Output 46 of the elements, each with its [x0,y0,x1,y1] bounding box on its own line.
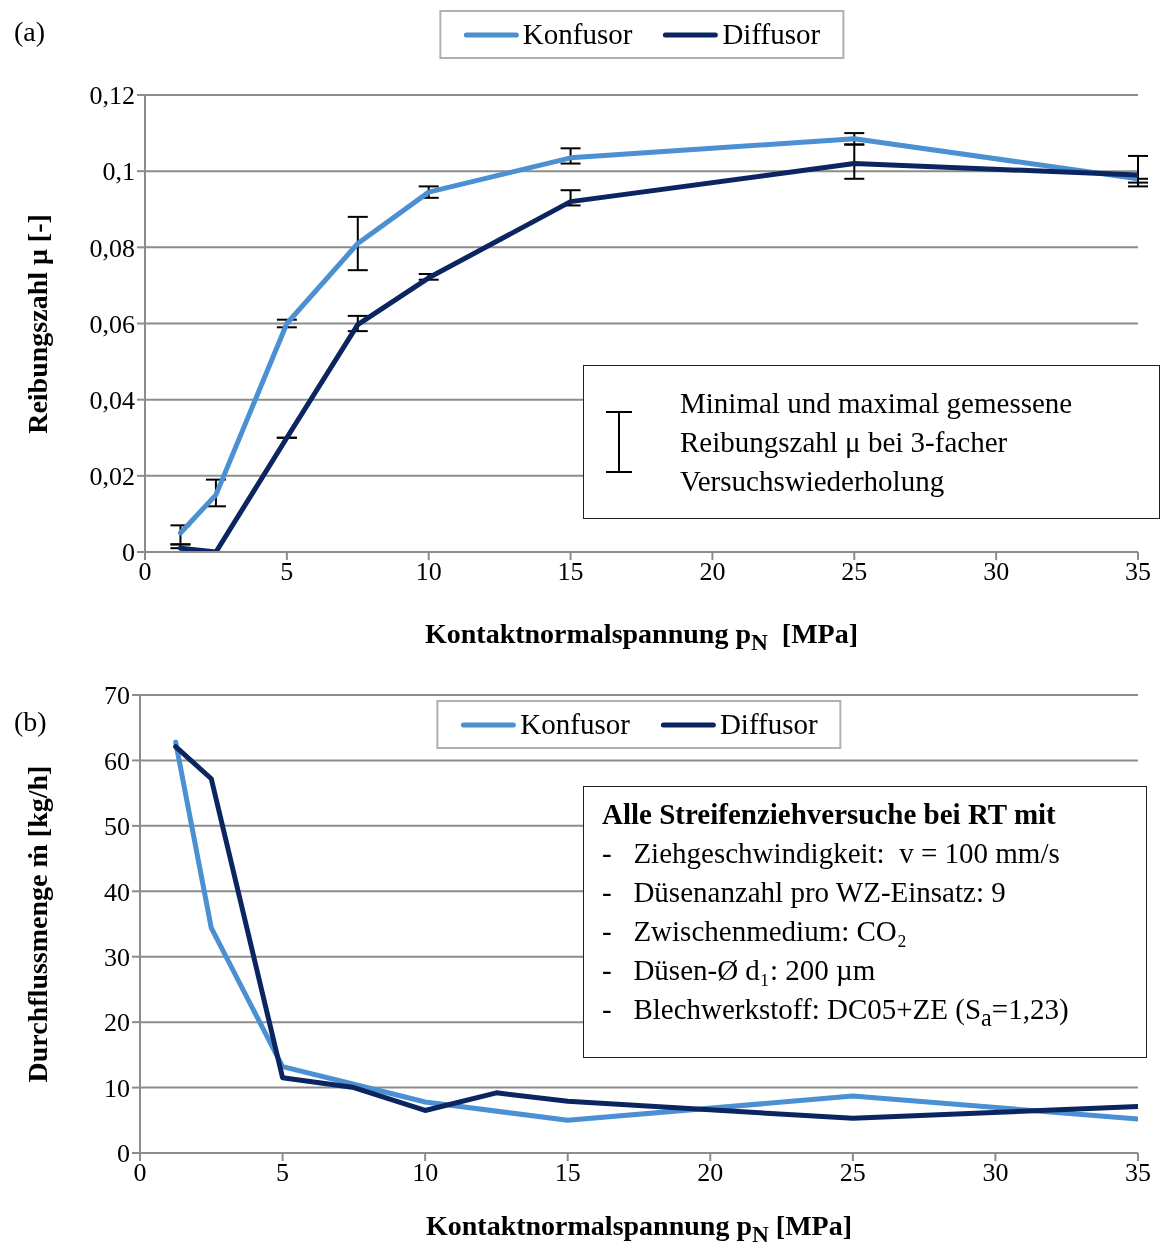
x-tick-label: 5 [276,1158,290,1188]
y-tick-label: 70 [104,681,130,711]
x-tick-label: 35 [1125,557,1151,587]
y-tick-label: 60 [104,746,130,776]
x-tick-label: 10 [415,557,442,587]
x-tick-label: 25 [839,1158,866,1188]
legend-label: Konfusor [522,18,633,51]
y-tick-label: 0,1 [102,157,135,187]
y-tick-label: 40 [104,877,130,907]
y-tick-label: 0,02 [89,462,135,492]
y-tick-label: 0,06 [89,309,135,339]
y-tick-label: 0 [122,538,135,568]
x-tick-label: 30 [983,557,1010,587]
x-tick-label: 10 [412,1158,439,1188]
annotation: - Düsen-Ø d₁: 200 µm [602,953,877,988]
legend-label: Konfusor [520,708,630,741]
y-tick-label: 30 [104,942,130,972]
y-axis-title: Durchflussmenge ṁ [kg/h] [22,765,54,1083]
y-tick-label: 0,12 [89,81,135,111]
y-tick-label: 10 [104,1073,130,1103]
y-tick-label: 0,04 [89,385,135,415]
x-axis-title: Kontaktnormalspannung p$_{N}$ [MPa] [424,618,859,656]
annotation: - Ziehgeschwindigkeit: v = 100 mm/s [602,836,1061,871]
x-tick-label: 35 [1125,1158,1151,1188]
annotation: - Düsenanzahl pro WZ-Einsatz: 9 [602,875,1007,910]
x-tick-label: 15 [557,557,584,587]
x-tick-label: 20 [699,557,726,587]
x-tick-label: 5 [280,557,294,587]
x-tick-label: 15 [554,1158,581,1188]
x-axis-title: Kontaktnormalspannung p$_{N}$ [MPa] [425,1210,853,1248]
y-tick-label: 20 [104,1008,130,1038]
annotation: Alle Streifenziehversuche bei RT mit [602,797,1057,832]
annotation: Minimal und maximal gemessene Reibungszahl μ bei 3-facher Versuchswiederholung [680,386,1074,499]
x-tick-label: 25 [841,557,868,587]
annotation: - Zwischenmedium: CO₂ [602,914,908,949]
legend-label: Diffusor [719,708,818,741]
y-tick-label: 50 [104,812,130,842]
text: (b) [14,706,47,738]
y-axis-title: Reibungszahl μ [-] [22,213,54,434]
x-tick-label: 30 [982,1158,1009,1188]
x-tick-label: 20 [697,1158,724,1188]
y-tick-label: 0 [117,1139,130,1169]
annotation: - Blechwerkstoff: DC05+ZE (S$_{a}$=1,23) [602,992,1070,1033]
text: (a) [14,16,46,48]
y-tick-label: 0,08 [89,233,135,263]
legend-label: Diffusor [722,18,821,51]
